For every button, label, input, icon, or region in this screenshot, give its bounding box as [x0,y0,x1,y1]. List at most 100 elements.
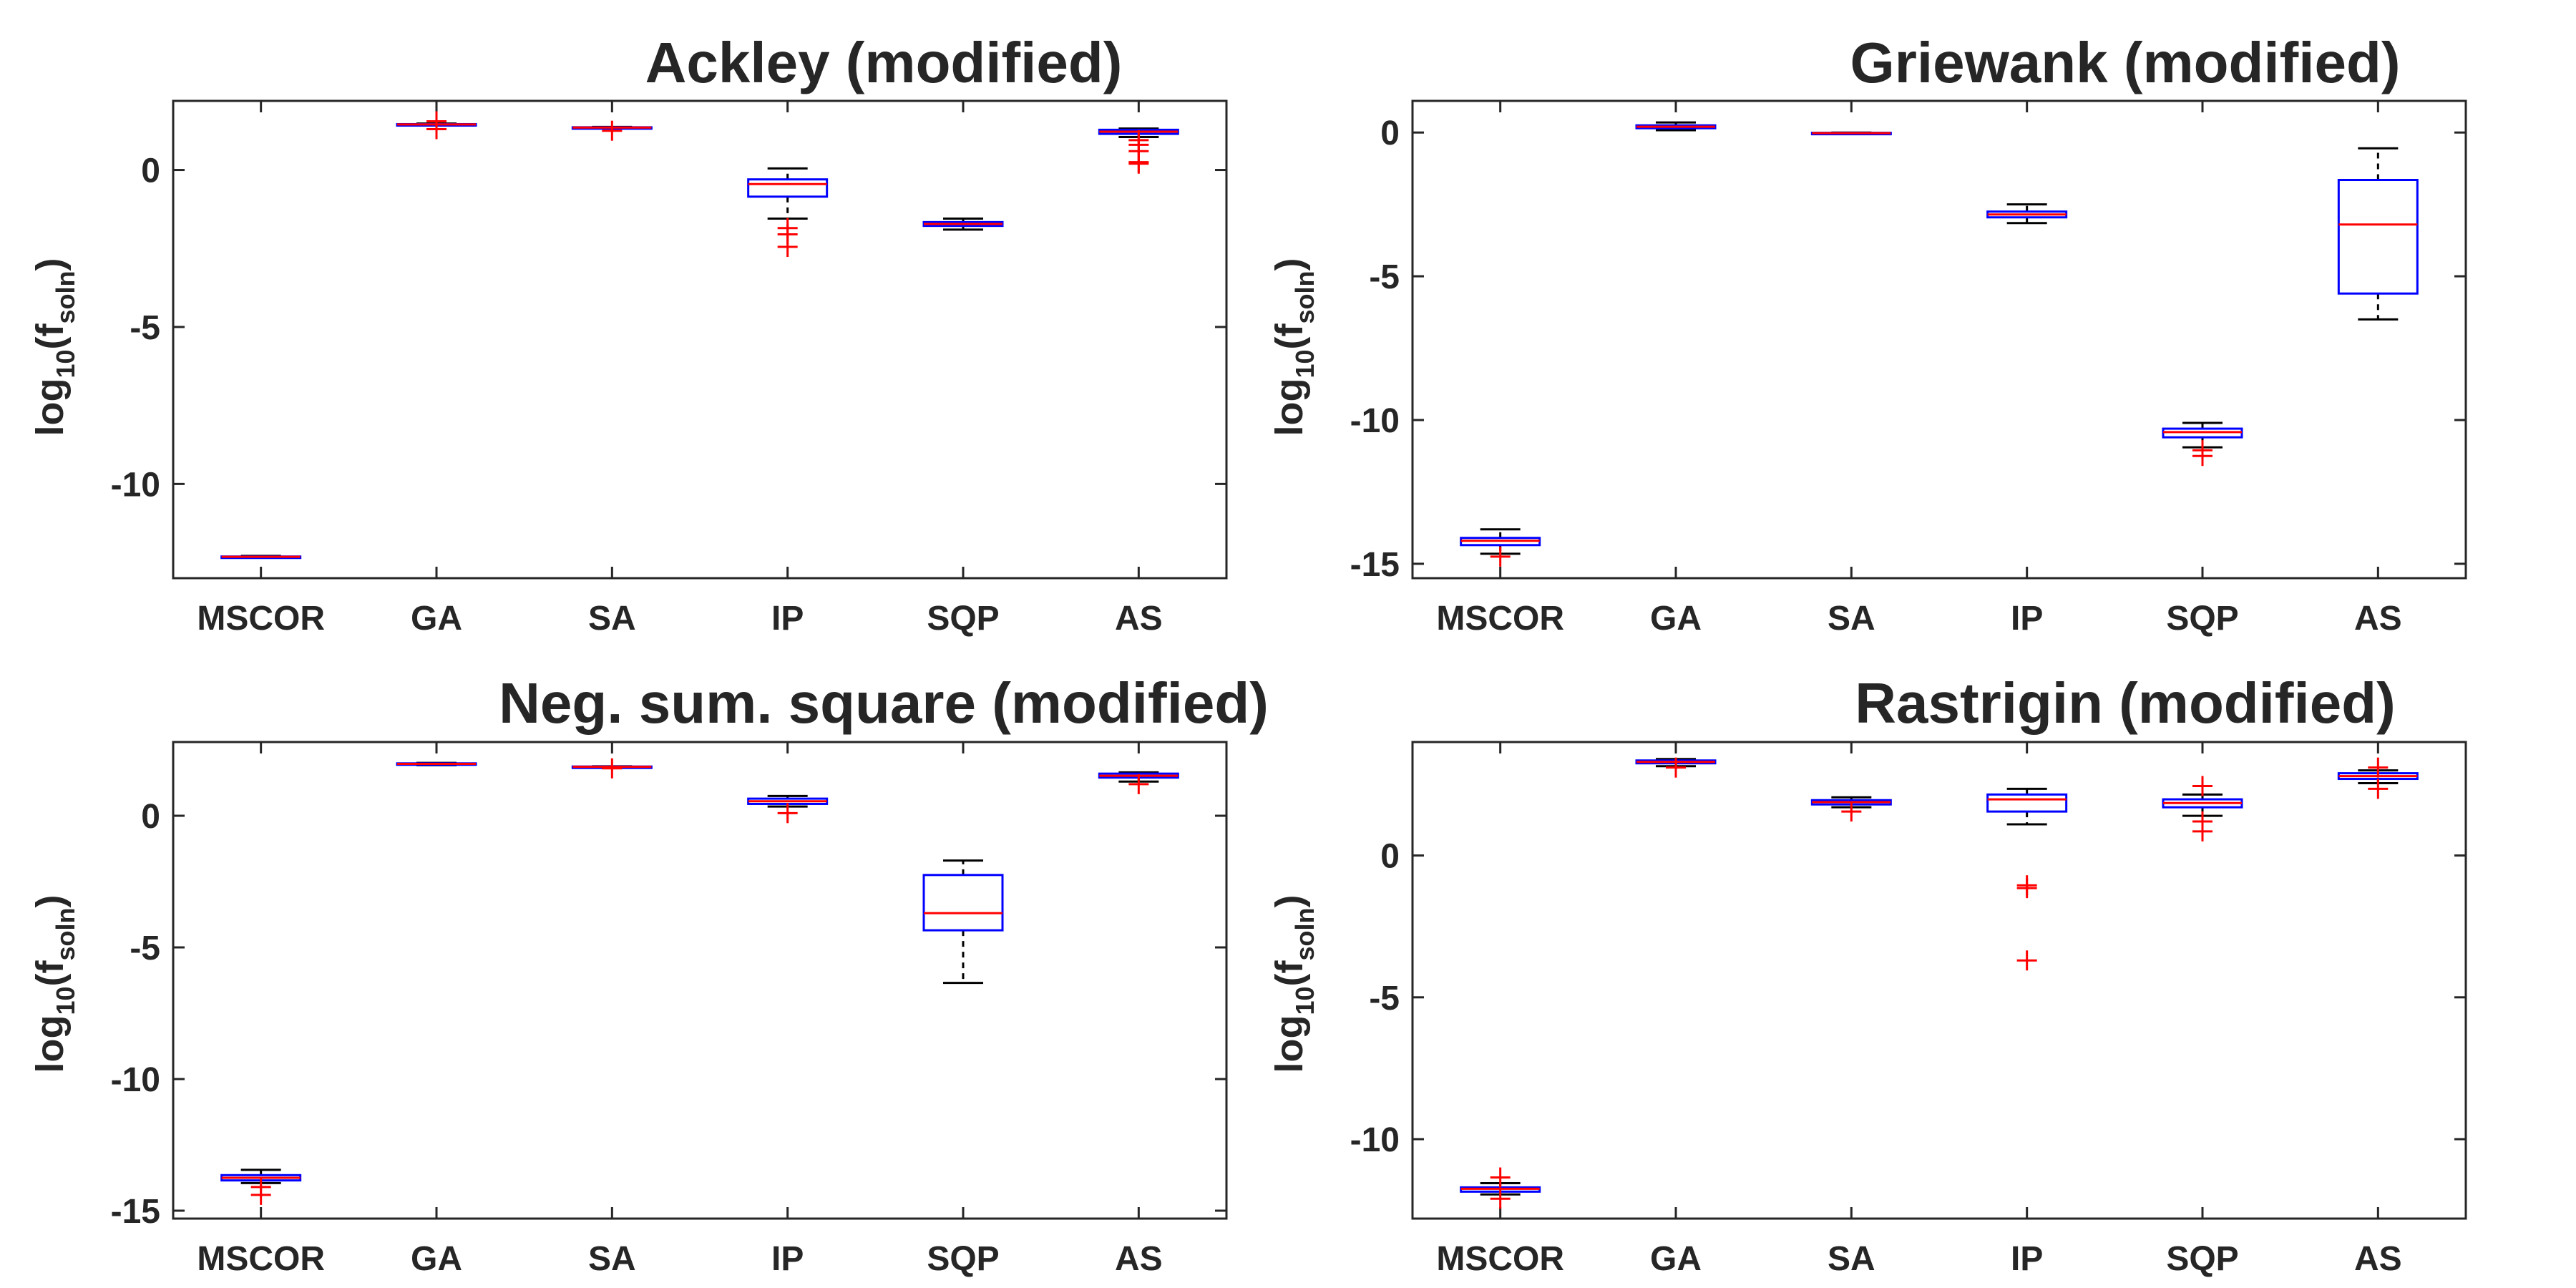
box-ip [747,794,829,824]
outlier-marker [2192,776,2212,796]
x-tick-label: GA [1650,600,1702,638]
y-tick-label: -5 [130,930,160,967]
outlier-marker [250,1184,271,1205]
x-tick-label: SQP [2166,1240,2238,1278]
iqr-box [922,874,1004,932]
box-as [2337,757,2419,799]
iqr-box [2337,178,2419,295]
x-tick-label: AS [2354,1240,2402,1278]
outlier-marker [777,237,798,258]
box-as [2337,147,2419,321]
y-tick-label: -10 [1350,402,1400,440]
x-tick-label: SA [1828,1240,1875,1278]
y-axis-label: log10(fsoln) [1268,258,1319,436]
y-tick-label: 0 [1380,838,1400,876]
x-tick-label: MSCOR [1436,600,1564,638]
box-as [1098,771,1179,794]
x-tick-label: AS [2354,600,2402,638]
outlier-marker [1490,1189,1511,1209]
outlier-marker [777,803,798,824]
x-tick-label: SQP [927,600,999,638]
x-tick-label: MSCOR [1436,1240,1564,1278]
outlier-marker [1841,801,1862,822]
y-tick-label: -10 [111,1061,160,1099]
outlier-marker [1490,546,1511,567]
plot-frame [172,99,1228,580]
panel-title: Griewank (modified) [1850,31,2401,94]
y-tick-label: -15 [111,1193,160,1231]
outlier-marker [2016,878,2037,899]
outlier-marker [2368,757,2389,778]
box-sa [1810,796,1892,822]
y-tick-label: -15 [1350,546,1400,584]
box-ga [396,761,477,766]
y-tick-label: -10 [111,466,160,504]
x-tick-label: IP [771,1240,804,1278]
box-sqp [922,859,1004,985]
box-sa [571,758,653,779]
x-tick-label: GA [411,600,462,638]
plot-frame [1411,99,2467,580]
outlier-marker [1128,153,1149,174]
box-mscor [1460,528,1541,567]
plot-frame [172,741,1228,1220]
outlier-marker [2016,950,2037,971]
box-ga [1635,121,1717,132]
box-ga [396,111,477,140]
box-sqp [2162,421,2243,467]
box-ip [747,167,829,258]
outlier-marker [2368,779,2389,799]
box-ip [1986,787,2068,971]
box-sa [571,120,653,141]
x-tick-label: AS [1115,1240,1163,1278]
outlier-marker [1666,757,1686,778]
outlier-marker [602,120,623,141]
panel-title: Ackley (modified) [645,31,1123,94]
griewank-panel: Griewank (modified) log10(fsoln) -15 -10 -… [1268,31,2467,638]
x-tick-label: GA [1650,1240,1702,1278]
box-sqp [922,218,1004,231]
y-axis-label: log10(fsoln) [29,895,80,1073]
outlier-marker [426,111,447,132]
rastrigin-panel: Rastrigin (modified) log10(fsoln) -10 -5 0… [1268,671,2467,1278]
x-tick-label: SQP [927,1240,999,1278]
outlier-marker [1490,1167,1511,1188]
x-tick-label: IP [2011,600,2043,638]
y-axis-label: log10(fsoln) [1268,895,1319,1073]
x-tick-label: MSCOR [197,1240,325,1278]
outlier-marker [602,758,623,779]
box-mscor [220,1169,302,1205]
plot-frame [1411,741,2467,1220]
x-tick-label: SA [1828,600,1875,638]
iqr-box [747,178,829,198]
box-ga [1635,757,1717,778]
panel-title: Neg. sum. square (modified) [499,671,1269,735]
box-mscor [220,555,302,560]
y-tick-label: 0 [1380,114,1400,152]
y-tick-label: -10 [1350,1121,1400,1159]
x-tick-label: SA [588,1240,636,1278]
iqr-box [1986,793,2068,813]
y-tick-label: -5 [130,309,160,347]
x-tick-label: MSCOR [197,600,325,638]
x-tick-label: GA [411,1240,462,1278]
outlier-marker [2192,446,2212,467]
x-tick-label: AS [1115,600,1163,638]
x-tick-label: IP [2011,1240,2043,1278]
neg-sum-square-panel: Neg. sum. square (modified) log10(fsoln)… [29,671,1269,1278]
y-tick-label: 0 [141,798,160,836]
x-tick-label: IP [771,600,804,638]
box-sa [1810,131,1892,136]
outlier-marker [1128,774,1149,794]
box-as [1098,127,1179,174]
panel-title: Rastrigin (modified) [1855,671,2396,735]
box-ip [1986,203,2068,225]
y-axis-label: log10(fsoln) [29,258,80,436]
y-tick-label: 0 [141,152,160,190]
y-tick-label: -5 [1369,258,1400,296]
x-tick-label: SQP [2166,600,2238,638]
box-mscor [1460,1167,1541,1209]
outlier-marker [2192,821,2212,841]
ackley-panel: Ackley (modified) log10(fsoln) -10 -5 0 MSC… [29,31,1228,638]
